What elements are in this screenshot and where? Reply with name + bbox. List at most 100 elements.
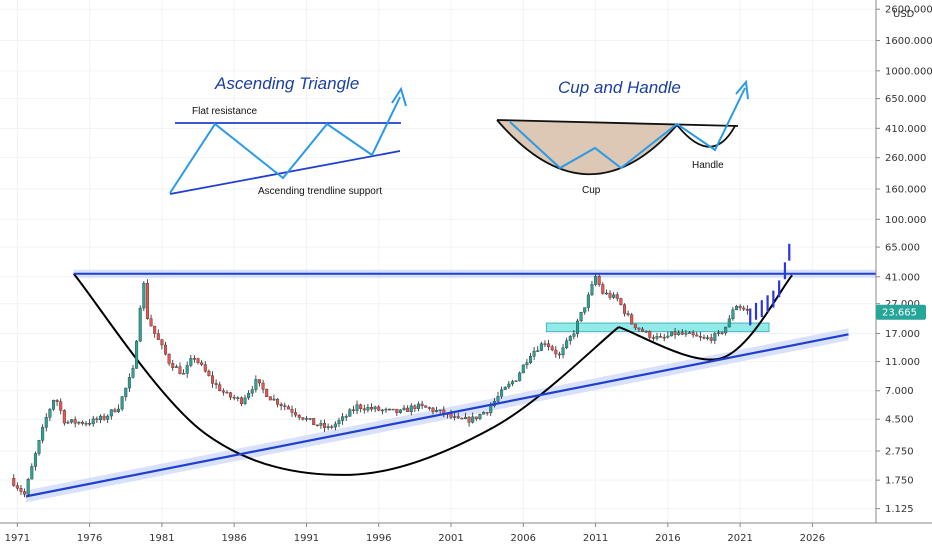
candle-down <box>330 426 334 428</box>
y-tick-label: 1.750 <box>885 476 914 487</box>
cup-and-handle-diagram: Cup and Handle Cup Handle <box>496 78 749 196</box>
candle-up <box>66 421 70 424</box>
candle-up <box>500 389 504 397</box>
candle-up <box>326 426 330 428</box>
candle-down <box>153 325 157 334</box>
candle-down <box>601 284 605 294</box>
candle-down <box>294 412 298 416</box>
candle-up <box>131 368 135 378</box>
currency-label: USD <box>893 9 915 20</box>
candle-up <box>333 423 337 428</box>
candle-up <box>236 397 240 399</box>
candle-down <box>557 353 561 356</box>
candle-down <box>192 358 196 360</box>
y-tick-label: 160.000 <box>885 184 926 195</box>
y-tick-label: 1.125 <box>885 504 914 515</box>
candle-up <box>438 409 442 412</box>
candle-up <box>366 407 370 411</box>
candle-up <box>666 335 670 338</box>
candle-down <box>543 343 547 345</box>
candle-down <box>420 403 424 406</box>
y-axis-tick-labels: 2600.000 1600.000 1000.000 650.000 410.000 26… <box>876 5 932 515</box>
projection-bars <box>749 243 791 326</box>
candle-down <box>698 336 702 338</box>
candle-down <box>113 409 117 413</box>
candle-up <box>590 284 594 296</box>
candle-up <box>70 419 74 423</box>
breakout-arrow-icon <box>391 86 407 107</box>
x-tick-label: 2016 <box>655 533 680 544</box>
candle-down <box>709 337 713 341</box>
candle-down <box>377 406 381 411</box>
candle-down <box>229 392 233 398</box>
cup-and-handle-title: Cup and Handle <box>558 78 681 97</box>
candle-down <box>370 407 374 410</box>
candle-down <box>171 363 175 368</box>
candle-down <box>702 336 706 339</box>
candle-up <box>575 320 579 335</box>
candle-up <box>124 387 128 397</box>
candle-up <box>189 358 193 366</box>
candle-up <box>384 408 388 411</box>
candle-down <box>626 313 630 315</box>
candle-down <box>413 405 417 409</box>
candle-down <box>196 358 200 363</box>
candle-down <box>12 478 16 486</box>
candle-down <box>427 407 431 409</box>
candle-up <box>174 366 178 368</box>
candle-up <box>583 307 587 313</box>
candle-down <box>695 334 699 337</box>
candle-up <box>348 409 352 417</box>
candle-down <box>210 375 214 384</box>
candle-down <box>651 337 655 339</box>
candle-down <box>619 298 623 305</box>
candle-down <box>648 331 652 338</box>
candle-up <box>185 365 189 374</box>
candle-down <box>156 333 160 340</box>
candle-up <box>568 336 572 341</box>
candle-down <box>424 405 428 408</box>
candle-down <box>738 305 742 309</box>
candle-down <box>203 364 207 372</box>
candle-up <box>507 383 511 388</box>
x-axis-tick-labels: 1971 1976 1981 1986 1991 1996 2001 2006 2011 2016… <box>5 523 825 544</box>
candle-up <box>735 305 739 310</box>
x-tick-label: 1981 <box>149 533 174 544</box>
candle-down <box>23 491 27 495</box>
candle-up <box>478 413 482 420</box>
candle-up <box>731 309 735 320</box>
x-tick-label: 1976 <box>77 533 102 544</box>
candle-up <box>26 478 30 495</box>
candle-down <box>550 346 554 351</box>
candle-up <box>510 381 514 385</box>
candle-down <box>608 292 612 298</box>
candle-up <box>142 283 146 309</box>
last-price-tag-background <box>876 304 926 320</box>
candle-down <box>691 332 695 336</box>
candle-up <box>341 416 345 421</box>
candle-up <box>471 416 475 423</box>
candle-up <box>435 410 439 412</box>
candle-down <box>265 388 269 397</box>
candle-up <box>409 405 413 413</box>
flat-resistance-label: Flat resistance <box>192 106 257 117</box>
y-tick-label: 27.000 <box>885 299 920 310</box>
candle-down <box>225 391 229 394</box>
y-tick-label: 100.000 <box>885 215 926 226</box>
candle-up <box>304 418 308 420</box>
candle-up <box>579 311 583 322</box>
candle-down <box>261 382 265 390</box>
candle-up <box>98 415 102 421</box>
candle-up <box>482 412 486 415</box>
candle-down <box>662 336 666 339</box>
handle-label: Handle <box>692 160 724 171</box>
candle-down <box>622 304 626 314</box>
candle-up <box>655 336 659 339</box>
candle-up <box>503 386 507 390</box>
candle-up <box>521 364 525 374</box>
candle-up <box>254 379 258 390</box>
candle-down <box>395 408 399 413</box>
candle-up <box>514 380 518 382</box>
candle-down <box>218 384 222 391</box>
candle-up <box>41 427 45 441</box>
